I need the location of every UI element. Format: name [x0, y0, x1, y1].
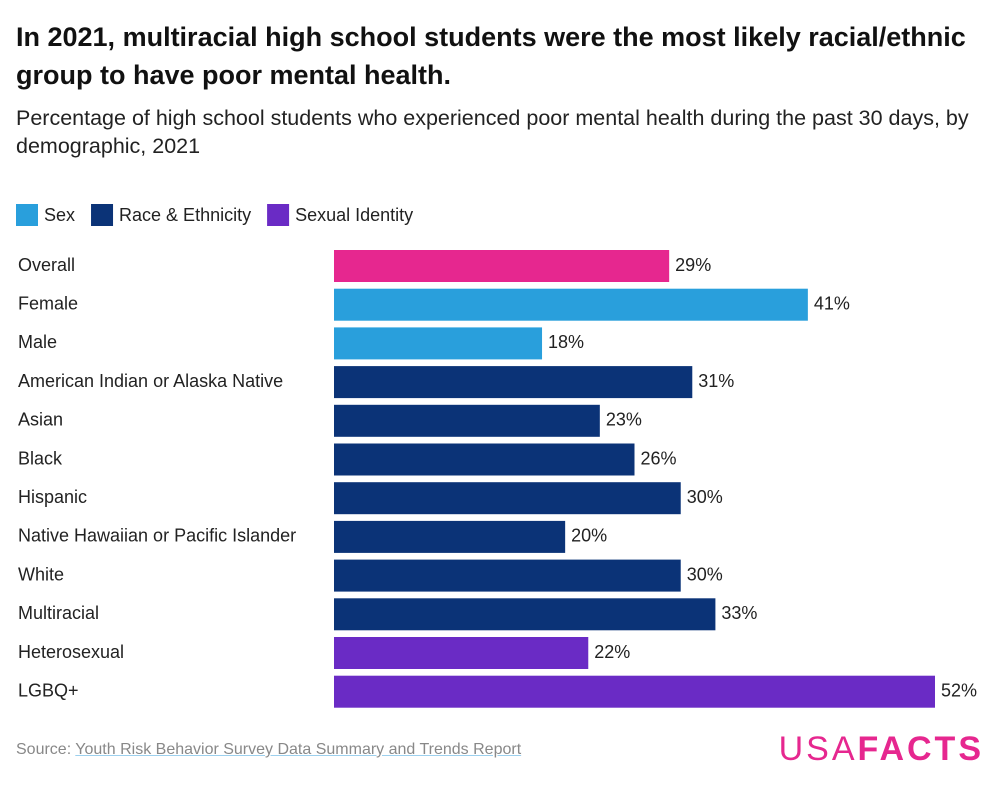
chart-subtitle: Percentage of high school students who e…: [16, 106, 969, 158]
value-label: 41%: [814, 293, 850, 313]
value-label: 31%: [698, 371, 734, 391]
value-label: 30%: [687, 564, 723, 584]
category-label: Male: [18, 332, 57, 352]
bar: [334, 327, 543, 360]
source-label: Source:: [16, 741, 72, 758]
category-label: Asian: [18, 410, 63, 430]
value-label: 22%: [594, 642, 630, 662]
category-label: Multiracial: [18, 603, 99, 623]
source-link[interactable]: Youth Risk Behavior Survey Data Summary …: [75, 741, 522, 758]
legend-swatch: [267, 204, 290, 226]
category-label: White: [18, 564, 64, 584]
category-label: American Indian or Alaska Native: [18, 371, 283, 391]
legend-label: Race & Ethnicity: [119, 205, 251, 225]
category-label: Hispanic: [18, 487, 87, 507]
source: Source: Youth Risk Behavior Survey Data …: [16, 741, 521, 759]
bar: [334, 250, 670, 282]
category-label: LGBQ+: [18, 680, 79, 700]
logo-bold: FACTS: [857, 730, 984, 768]
bar: [334, 482, 681, 515]
bar: [334, 559, 681, 592]
logo: USAFACTS: [779, 730, 984, 769]
category-label: Black: [18, 448, 63, 468]
value-label: 52%: [941, 680, 977, 700]
chart-title: In 2021, multiracial high school student…: [16, 22, 966, 90]
chart: Sex Race & Ethnicity Sexual Identity Overal…: [16, 204, 977, 708]
category-label: Female: [18, 293, 78, 313]
bar: [334, 520, 566, 553]
bar: [334, 637, 589, 669]
value-label: 18%: [548, 332, 584, 352]
bar: [334, 366, 693, 399]
logo-light: USA: [778, 730, 858, 768]
bar: [334, 404, 600, 437]
bar: [334, 288, 808, 321]
legend-label: Sexual Identity: [295, 205, 413, 225]
value-label: 20%: [571, 526, 607, 546]
category-label: Native Hawaiian or Pacific Islander: [18, 526, 296, 546]
bar: [334, 675, 935, 708]
legend-swatch: [91, 204, 114, 226]
legend-swatch: [16, 204, 38, 226]
bar: [334, 443, 635, 476]
value-label: 29%: [675, 255, 711, 275]
category-label: Overall: [18, 255, 75, 275]
value-label: 23%: [606, 410, 642, 430]
value-label: 30%: [687, 487, 723, 507]
legend-label: Sex: [44, 205, 75, 225]
category-label: Heterosexual: [18, 642, 124, 662]
value-label: 26%: [641, 448, 677, 468]
bar: [334, 598, 716, 631]
value-label: 33%: [721, 603, 757, 623]
